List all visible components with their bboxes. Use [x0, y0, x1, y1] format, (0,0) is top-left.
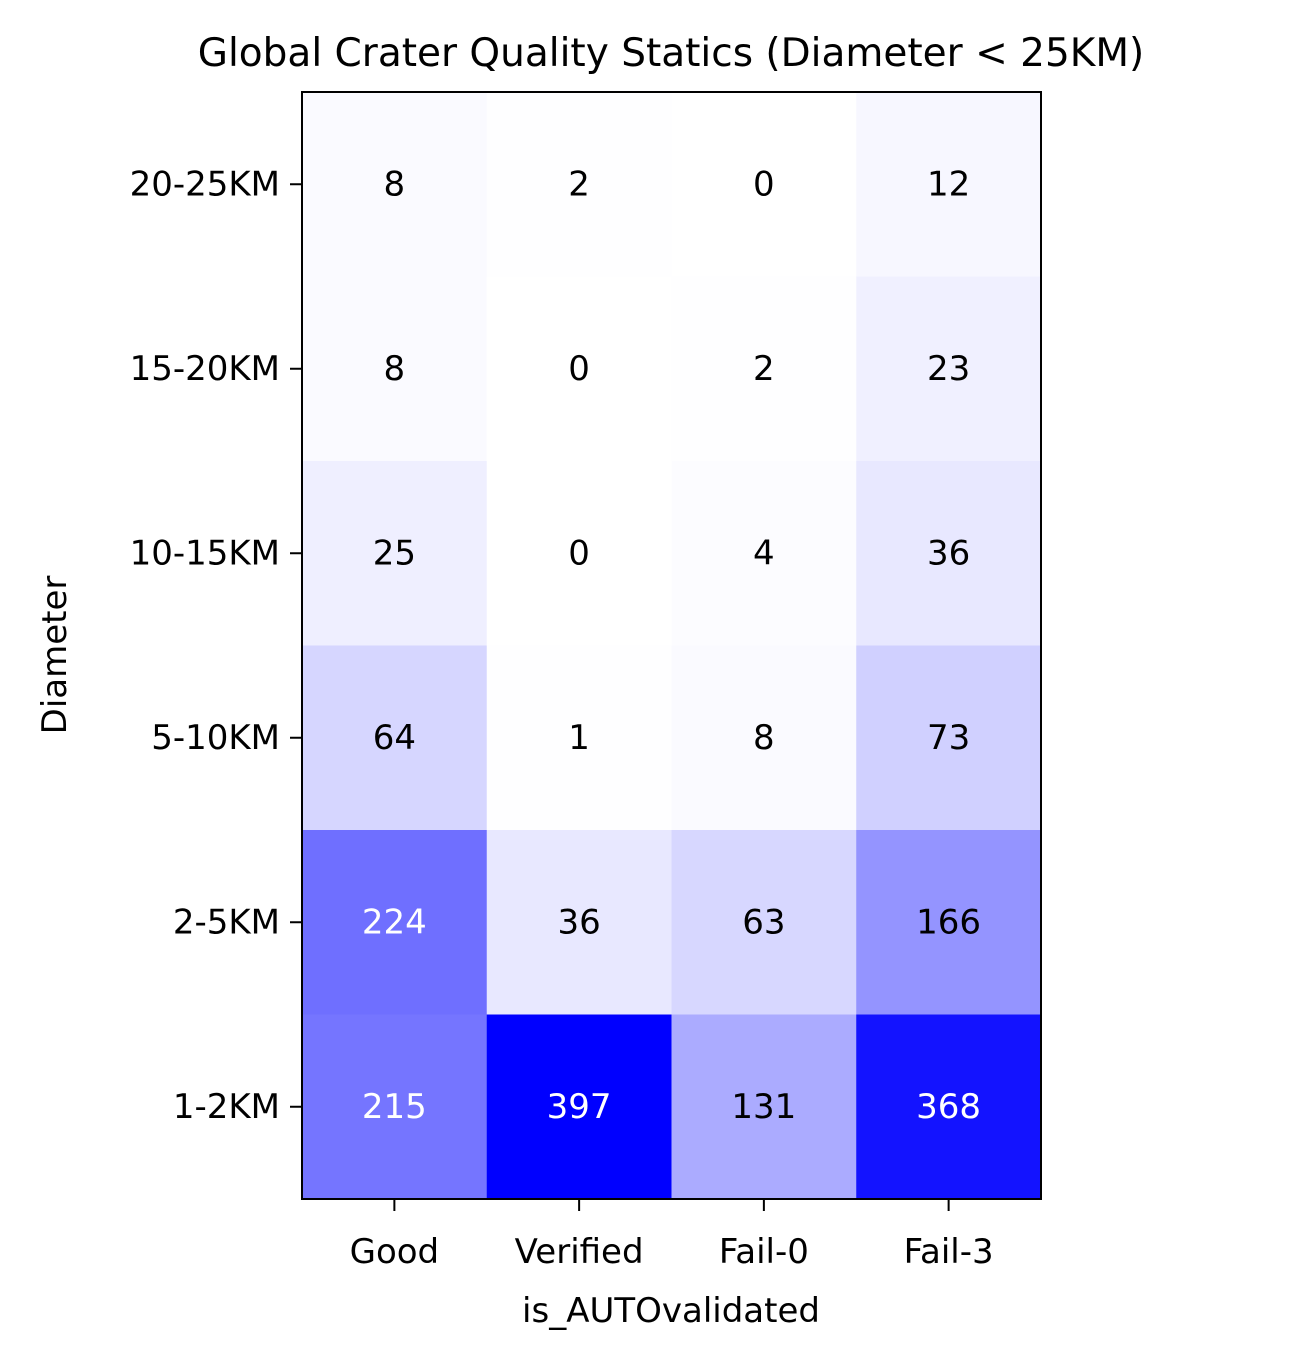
- heatmap-cell-1-3: [856, 276, 1042, 462]
- x-axis-label: is_AUTOvalidated: [522, 1291, 820, 1331]
- heatmap-cell-4-2: [671, 830, 857, 1015]
- cell-value-label: 8: [384, 349, 406, 389]
- cell-value-label: 131: [731, 1087, 796, 1127]
- heatmap-cell-2-3: [856, 461, 1042, 646]
- y-tick-label: 20-25KM: [130, 164, 280, 204]
- chart-title: Global Crater Quality Statics (Diameter …: [198, 31, 1145, 76]
- heatmap-cell-0-2: [671, 92, 857, 277]
- cell-value-label: 64: [373, 718, 416, 758]
- heatmap-cell-4-0: [302, 830, 488, 1015]
- heatmap-cell-2-1: [486, 461, 672, 646]
- x-axis: Good Verified Fail-0 Fail-3: [350, 1199, 994, 1272]
- heatmap-cell-5-0: [302, 1014, 488, 1200]
- y-tick-label: 5-10KM: [151, 718, 280, 758]
- cell-value-label: 63: [742, 902, 785, 942]
- cell-value-label: 0: [568, 349, 590, 389]
- heatmap-cell-0-3: [856, 92, 1042, 277]
- x-tick-label: Fail-3: [904, 1232, 994, 1272]
- cell-value-label: 36: [927, 533, 970, 573]
- heatmap-cell-5-3: [856, 1014, 1042, 1200]
- x-tick-label: Good: [350, 1232, 440, 1272]
- cell-value-label: 2: [568, 164, 590, 204]
- heatmap-cell-3-0: [302, 645, 488, 831]
- cell-value-label: 8: [384, 164, 406, 204]
- cell-value-label: 23: [927, 349, 970, 389]
- cell-value-label: 166: [916, 902, 981, 942]
- cell-value-label: 215: [362, 1087, 427, 1127]
- cell-value-label: 25: [373, 533, 416, 573]
- heatmap-cell-3-2: [671, 645, 857, 831]
- y-tick-label: 10-15KM: [130, 533, 280, 573]
- cell-value-label: 12: [927, 164, 970, 204]
- heatmap-cell-3-1: [486, 645, 672, 831]
- cell-value-label: 0: [568, 533, 590, 573]
- heatmap-cell-3-3: [856, 645, 1042, 831]
- y-tick-label: 2-5KM: [173, 902, 280, 942]
- heatmap-cell-2-0: [302, 461, 488, 646]
- heatmap-cell-1-0: [302, 276, 488, 462]
- cell-value-label: 2: [753, 349, 775, 389]
- heatmap-cell-2-2: [671, 461, 857, 646]
- heatmap-cell-5-2: [671, 1014, 857, 1200]
- cell-value-label: 36: [557, 902, 600, 942]
- y-axis: 20-25KM 15-20KM 10-15KM 5-10KM 2-5KM 1-2KM: [130, 164, 302, 1127]
- y-axis-label: Diameter: [35, 576, 75, 735]
- cell-value-label: 224: [362, 902, 427, 942]
- heatmap-cell-4-1: [486, 830, 672, 1015]
- cell-value-label: 368: [916, 1087, 981, 1127]
- y-tick-label: 15-20KM: [130, 349, 280, 389]
- heatmap-cell-1-1: [486, 276, 672, 462]
- cell-value-label: 1: [568, 718, 590, 758]
- plot-frame: [301, 91, 1042, 1200]
- cell-value-label: 0: [753, 164, 775, 204]
- cell-value-label: 397: [547, 1087, 612, 1127]
- cell-value-label: 4: [753, 533, 775, 573]
- cell-value-label: 73: [927, 718, 970, 758]
- heatmap-cell-0-0: [302, 92, 488, 277]
- y-tick-label: 1-2KM: [173, 1087, 280, 1127]
- cell-value-label: 8: [753, 718, 775, 758]
- heatmap-cell-0-1: [486, 92, 672, 277]
- heatmap-cell-4-3: [856, 830, 1042, 1015]
- heatmap-cells: 8 2 0 12 8 0 2 23 25 0 4 36 64 1 8 73 224 36 63 166 215 397 13…: [302, 92, 1042, 1200]
- heatmap-cell-1-2: [671, 276, 857, 462]
- heatmap-cell-5-1: [486, 1014, 672, 1200]
- x-tick-label: Fail-0: [719, 1232, 809, 1272]
- x-tick-label: Verified: [515, 1232, 644, 1272]
